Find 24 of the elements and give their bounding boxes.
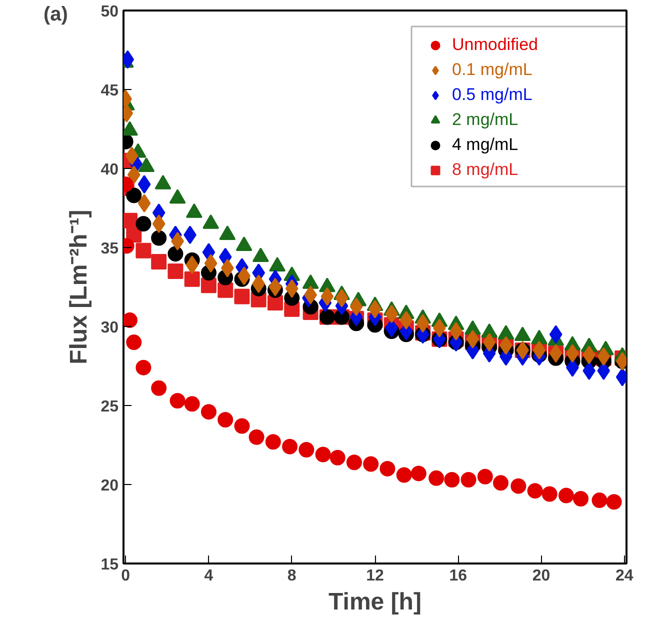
legend-label: 8 mg/mL [452,160,518,180]
text: (a) [44,4,68,26]
y-tick-label: 40 [100,162,119,178]
x-axis-title: Time [h] [328,588,422,616]
y-axis-title: Flux [Lm⁻²h⁻¹] [66,210,93,364]
y-tick-label: 30 [100,320,119,336]
y-tick-label: 15 [100,556,119,574]
y-tick-label: 20 [100,478,119,494]
legend-label: 4 mg/mL [452,135,518,155]
x-tick-label: 16 [449,568,468,584]
legend-label: 0.5 mg/mL [452,85,532,105]
legend-label: 2 mg/mL [452,110,518,130]
legend-label: 0.1 mg/mL [452,60,532,80]
x-tick-label: 4 [204,568,214,584]
x-tick-label: 0 [121,568,130,584]
x-tick-label: 20 [532,568,550,584]
legend-label: Unmodified [452,35,538,55]
x-tick-label: 8 [287,568,296,584]
y-tick-label: 35 [100,240,119,258]
y-tick-label: 45 [100,82,119,100]
y-tick-label: 25 [100,398,119,416]
x-tick-label: 24 [616,568,634,584]
x-tick-label: 12 [366,568,384,584]
y-tick-label: 50 [100,4,119,20]
